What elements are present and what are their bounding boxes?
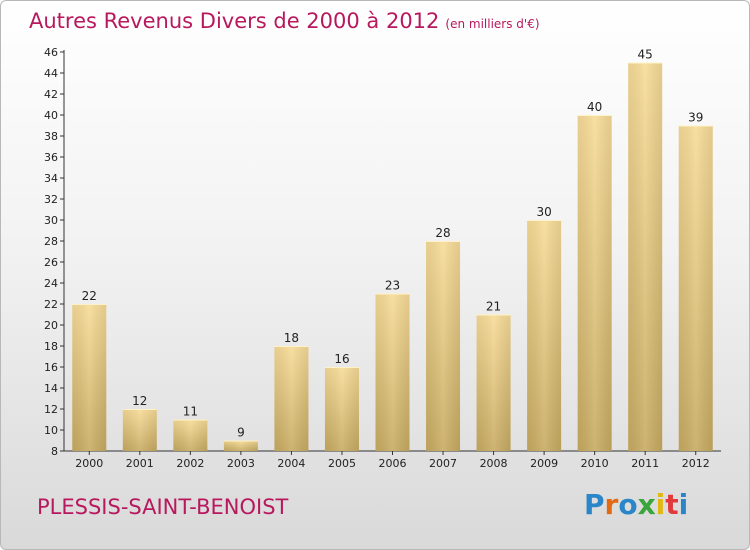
- bar-shading: [223, 440, 258, 451]
- data-label: 12: [132, 394, 147, 408]
- bar-shading: [527, 220, 562, 451]
- data-label: 28: [435, 226, 450, 240]
- bar-shading: [375, 293, 410, 451]
- y-tick-label: 36: [44, 151, 58, 164]
- x-tick-label: 2010: [581, 457, 609, 470]
- y-tick-label: 24: [44, 277, 58, 290]
- bar-shading: [122, 409, 157, 451]
- bar-shading: [72, 304, 107, 451]
- y-tick-label: 28: [44, 235, 58, 248]
- logo-letter: P: [584, 488, 605, 521]
- chart-title: Autres Revenus Divers de 2000 à 2012 (en …: [29, 9, 540, 33]
- logo-letter: r: [604, 488, 619, 521]
- logo-letter: t: [665, 488, 679, 521]
- x-tick-label: 2005: [328, 457, 356, 470]
- logo-letter: i: [678, 488, 689, 521]
- bar-shading: [577, 115, 612, 451]
- y-tick-label: 26: [44, 256, 58, 269]
- y-tick-label: 46: [44, 46, 58, 59]
- data-label: 40: [587, 100, 602, 114]
- x-tick-label: 2000: [75, 457, 103, 470]
- x-tick-label: 2012: [682, 457, 710, 470]
- data-label: 39: [688, 111, 703, 125]
- bar-shading: [173, 419, 208, 451]
- data-label: 18: [284, 331, 299, 345]
- x-tick-label: 2008: [480, 457, 508, 470]
- data-label: 23: [385, 279, 400, 293]
- y-tick-label: 8: [51, 445, 58, 458]
- logo-letter: i: [655, 488, 666, 521]
- data-label: 30: [536, 205, 551, 219]
- bar-shading: [426, 241, 461, 451]
- chart-unit: (en milliers d'€): [445, 17, 540, 31]
- y-tick-label: 22: [44, 298, 58, 311]
- logo-letter: x: [637, 488, 656, 521]
- bar-shading: [324, 367, 359, 451]
- proxiti-logo: Proxiti: [584, 488, 688, 521]
- bar-shading: [678, 125, 713, 451]
- bar-shading: [476, 314, 511, 451]
- y-tick-label: 44: [44, 67, 58, 80]
- place-name: PLESSIS-SAINT-BENOIST: [37, 495, 289, 519]
- y-tick-label: 14: [44, 382, 58, 395]
- data-label: 16: [334, 352, 349, 366]
- y-tick-label: 16: [44, 361, 58, 374]
- y-tick-label: 32: [44, 193, 58, 206]
- y-tick-label: 42: [44, 88, 58, 101]
- x-tick-label: 2001: [126, 457, 154, 470]
- bar-shading: [274, 346, 309, 451]
- bar-shading: [628, 62, 663, 451]
- data-label: 22: [82, 289, 97, 303]
- x-tick-label: 2003: [227, 457, 255, 470]
- x-tick-label: 2004: [277, 457, 305, 470]
- y-tick-label: 34: [44, 172, 58, 185]
- y-tick-label: 18: [44, 340, 58, 353]
- x-tick-label: 2009: [530, 457, 558, 470]
- y-tick-label: 40: [44, 109, 58, 122]
- chart-title-text: Autres Revenus Divers de 2000 à 2012: [29, 9, 440, 33]
- y-tick-label: 38: [44, 130, 58, 143]
- x-tick-label: 2006: [379, 457, 407, 470]
- x-tick-label: 2002: [176, 457, 204, 470]
- x-tick-label: 2011: [631, 457, 659, 470]
- x-tick-label: 2007: [429, 457, 457, 470]
- data-label: 45: [638, 48, 653, 62]
- y-tick-label: 20: [44, 319, 58, 332]
- logo-letter: o: [618, 488, 638, 521]
- data-label: 9: [237, 426, 245, 440]
- y-tick-label: 12: [44, 403, 58, 416]
- y-tick-label: 30: [44, 214, 58, 227]
- y-tick-label: 10: [44, 424, 58, 437]
- data-label: 11: [183, 405, 198, 419]
- data-label: 21: [486, 300, 501, 314]
